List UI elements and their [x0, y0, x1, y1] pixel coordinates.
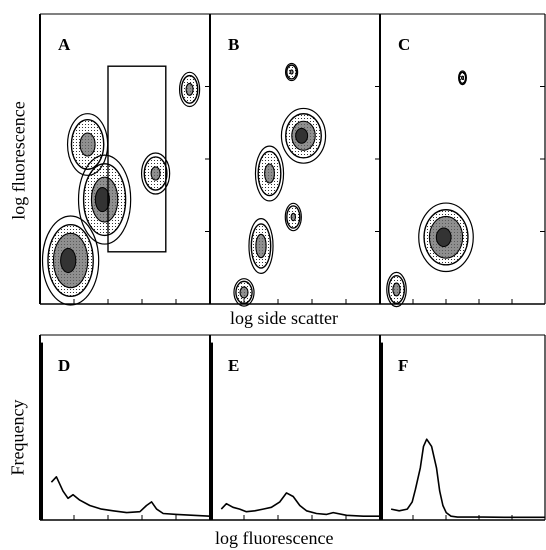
- population-core-contour: [289, 69, 294, 75]
- population-core-contour: [392, 282, 401, 297]
- panel-a: A: [39, 13, 211, 306]
- panel-label-e: E: [228, 356, 239, 375]
- population-core-contour: [239, 286, 249, 299]
- histogram-line: [220, 492, 380, 517]
- cell-population: [418, 202, 474, 273]
- panel-c: C: [379, 13, 546, 308]
- contour-plots-layer: A B C: [39, 13, 546, 308]
- population-core-contour: [150, 166, 161, 181]
- cell-population: [386, 271, 407, 308]
- population-outer-contour: [77, 154, 132, 245]
- y-axis-title-top: log fluorescence: [8, 101, 29, 220]
- population-core-contour: [461, 75, 464, 81]
- cell-population: [41, 215, 100, 306]
- histogram-line: [390, 438, 545, 519]
- cell-population: [284, 62, 299, 82]
- cell-population: [66, 113, 109, 176]
- cell-population: [178, 71, 201, 108]
- cell-population: [284, 202, 302, 232]
- histogram-plots-layer: D E F: [39, 334, 546, 521]
- population-core-contour: [264, 163, 275, 184]
- population-outer-contour: [284, 62, 299, 82]
- cell-population: [280, 107, 327, 164]
- cell-population: [254, 145, 285, 202]
- cell-population: [233, 278, 255, 307]
- population-outer-contour: [280, 107, 327, 164]
- population-outer-contour: [41, 215, 100, 306]
- population-core-contour: [185, 82, 194, 96]
- panel-b: B: [209, 13, 381, 307]
- panel-label-a: A: [58, 35, 71, 54]
- panel-label-b: B: [228, 35, 239, 54]
- panel-label-f: F: [398, 356, 408, 375]
- first-channel-bar: [210, 342, 213, 520]
- cell-population: [248, 218, 274, 274]
- population-outer-contour: [178, 71, 201, 108]
- population-core-contour: [255, 233, 267, 259]
- panel-f: F: [379, 334, 546, 521]
- population-outer-contour: [284, 202, 302, 232]
- cell-population: [140, 152, 171, 195]
- population-outer-contour: [418, 202, 474, 273]
- first-channel-bar: [380, 342, 383, 520]
- panel-d: D: [39, 334, 211, 521]
- population-core-contour: [290, 212, 297, 222]
- panel-e: E: [209, 334, 381, 521]
- panel-label-d: D: [58, 356, 70, 375]
- population-dense-core: [60, 247, 77, 274]
- population-outer-contour: [386, 271, 407, 308]
- population-outer-contour: [254, 145, 285, 202]
- y-axis-title-bottom: Frequency: [7, 399, 28, 476]
- population-core-contour: [79, 132, 96, 157]
- population-outer-contour: [233, 278, 255, 307]
- population-dense-core: [295, 127, 309, 144]
- cell-population: [458, 70, 467, 86]
- histogram-line: [50, 476, 211, 517]
- x-axis-title-top: log side scatter: [230, 308, 338, 328]
- cell-population: [77, 154, 132, 245]
- population-outer-contour: [248, 218, 274, 274]
- population-dense-core: [94, 187, 110, 213]
- gate-rectangle: [107, 65, 167, 253]
- population-dense-core: [435, 227, 452, 248]
- population-outer-contour: [140, 152, 171, 195]
- first-channel-bar: [40, 342, 43, 520]
- population-outer-contour: [458, 70, 467, 86]
- x-axis-title-bottom: log fluorescence: [215, 528, 334, 548]
- panel-label-c: C: [398, 35, 410, 54]
